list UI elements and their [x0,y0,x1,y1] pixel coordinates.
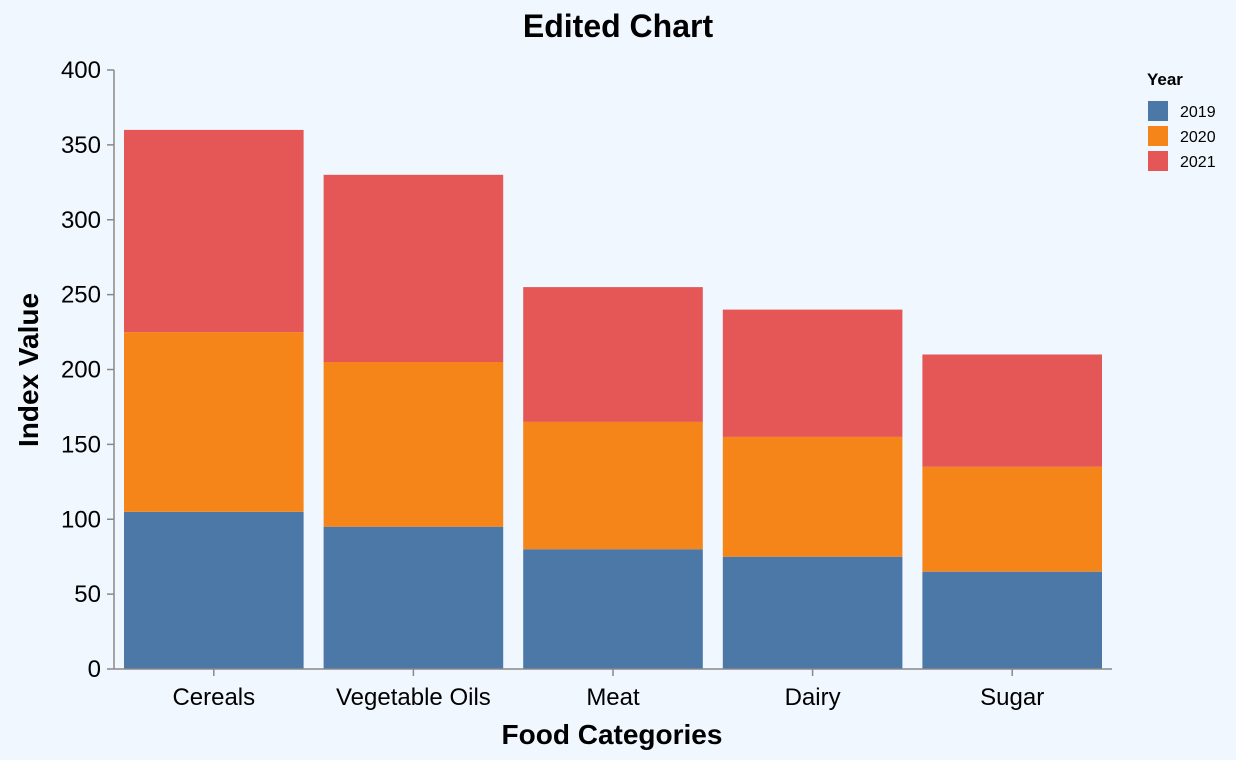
x-tick-label: Meat [586,684,640,711]
bar-vegetable-oils-2021 [323,174,504,362]
legend-label-2020: 2020 [1180,129,1216,146]
legend-title: Year [1147,70,1183,89]
bar-meat-2021 [523,287,703,422]
bar-vegetable-oils-2019 [323,526,504,669]
x-axis-title: Food Categories [502,719,723,750]
x-tick-label: Sugar [980,684,1044,711]
legend: Year 2019 2020 2021 [1147,70,1216,171]
y-tick-label: 350 [61,132,101,159]
x-tick-label: Vegetable Oils [336,684,491,711]
bar-sugar-2021 [922,354,1102,467]
bar-dairy-2020 [722,436,903,557]
bar-meat-2019 [523,549,703,669]
y-tick-label: 0 [88,656,101,683]
bars-group [124,129,1102,669]
bar-cereals-2020 [124,332,304,512]
bar-dairy-2021 [722,309,903,437]
bar-meat-2020 [523,421,703,550]
y-tick-label: 200 [61,357,101,384]
x-tick-label: Cereals [172,684,255,711]
chart-title: Edited Chart [523,8,714,44]
legend-swatch-2020 [1148,126,1168,146]
y-tick-label: 50 [74,581,101,608]
bar-vegetable-oils-2020 [323,362,504,527]
legend-swatch-2021 [1148,151,1168,171]
y-tick-label: 400 [61,57,101,84]
x-axis: Cereals Vegetable Oils Meat Dairy Sugar [114,668,1112,711]
bar-dairy-2019 [722,556,903,669]
y-tick-label: 150 [61,431,101,458]
legend-swatch-2019 [1148,101,1168,121]
bar-cereals-2021 [124,129,304,333]
bar-sugar-2020 [922,466,1102,572]
legend-label-2021: 2021 [1180,154,1216,171]
y-axis-title: Index Value [13,293,44,447]
bar-cereals-2019 [124,511,304,669]
y-tick-label: 100 [61,506,101,533]
x-tick-label: Dairy [785,684,841,711]
legend-label-2019: 2019 [1180,104,1216,121]
bar-sugar-2019 [922,571,1102,669]
y-tick-label: 250 [61,282,101,309]
y-tick-label: 300 [61,207,101,234]
y-axis: 0 50 100 150 200 250 300 350 400 [61,57,115,683]
